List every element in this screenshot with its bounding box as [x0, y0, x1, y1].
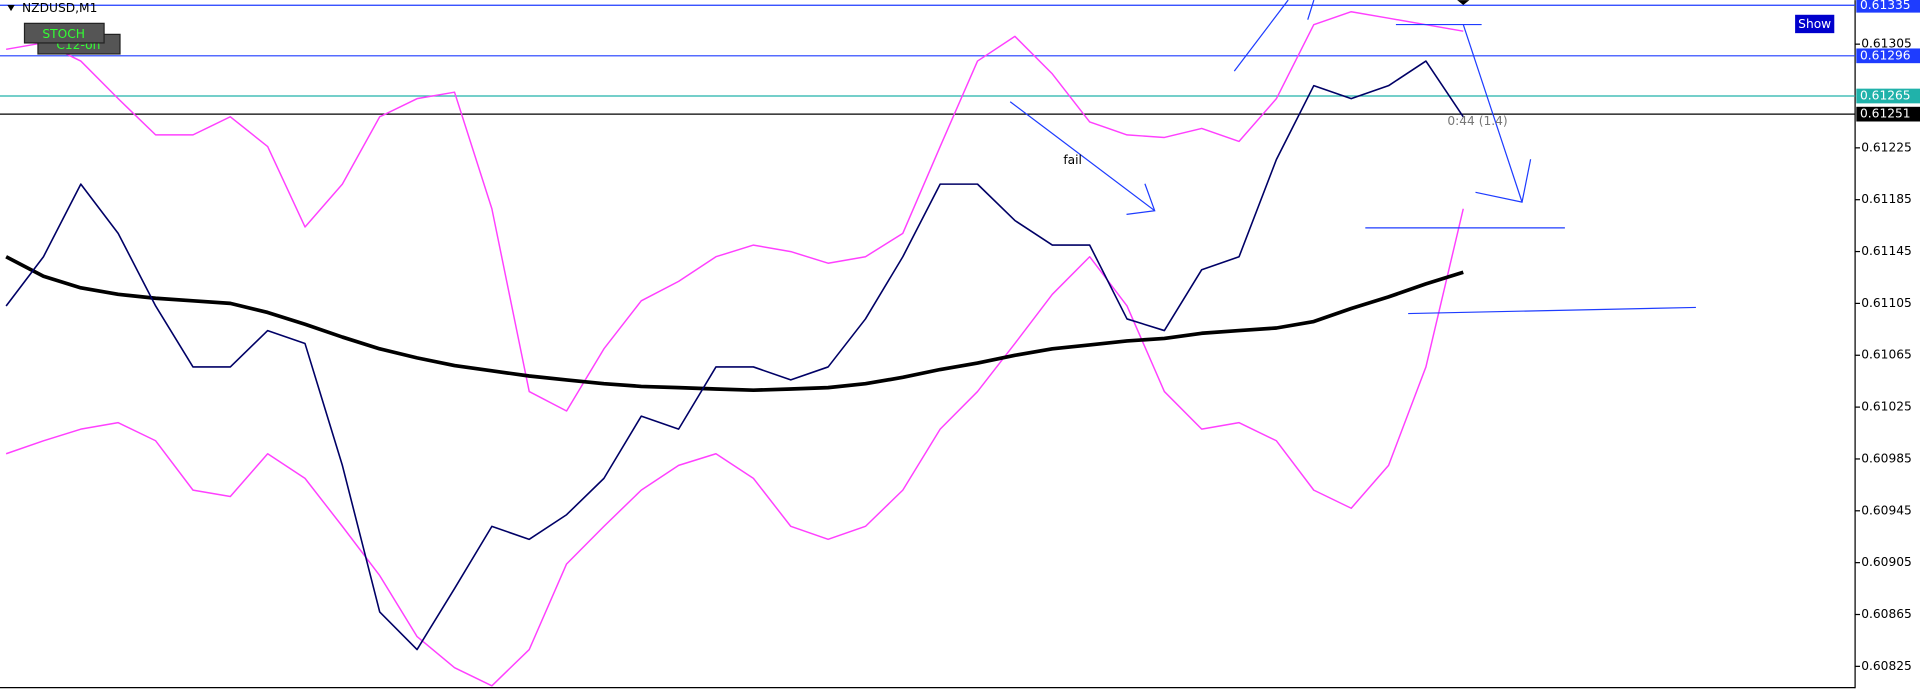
y-tick-label: 0.60825 — [1861, 659, 1912, 673]
y-tick-label: 0.61185 — [1861, 192, 1912, 206]
arrow-head — [1126, 183, 1156, 215]
drawn-lines — [1009, 0, 1696, 315]
level-label-bg — [1856, 88, 1920, 104]
y-tick-label: 0.60865 — [1861, 607, 1912, 621]
y-tick-label: 0.60985 — [1861, 451, 1912, 465]
annotation: 0:44 (1.4) — [1447, 114, 1507, 128]
y-tick-label: 0.61225 — [1861, 140, 1912, 154]
y-tick-label: 0.61305 — [1861, 37, 1912, 51]
trend-line — [1233, 0, 1289, 72]
level-label: 0.61265 — [1860, 89, 1911, 103]
level-label-bg — [1856, 48, 1920, 64]
symbol-title: NZDUSD,M1 — [22, 1, 97, 15]
series-line — [5, 255, 1464, 393]
y-tick-label: 0.61145 — [1861, 244, 1912, 258]
series-line — [5, 60, 1464, 651]
marker — [1457, 0, 1470, 5]
level-label: 0.61296 — [1860, 48, 1911, 62]
arrow — [1462, 24, 1523, 203]
level-label-bg — [1856, 106, 1920, 122]
y-tick-label: 0.61105 — [1861, 296, 1912, 310]
arrow-head — [1475, 159, 1532, 203]
y-tick-label: 0.60905 — [1861, 555, 1912, 569]
y-tick-label: 0.61065 — [1861, 348, 1912, 362]
annotation: fail — [1063, 153, 1082, 167]
level-label-bg — [1856, 0, 1920, 13]
y-tick-label: 0.61025 — [1861, 400, 1912, 414]
button-label[interactable]: STOCH — [42, 27, 85, 41]
series-layer — [0, 4, 1856, 687]
level-line — [1408, 306, 1696, 315]
series-line — [5, 208, 1464, 687]
menu-arrow — [7, 4, 15, 12]
arrow — [1009, 101, 1156, 212]
button[interactable] — [1795, 14, 1835, 34]
y-tick-label: 0.60945 — [1861, 503, 1912, 517]
level-label: 0.61335 — [1860, 0, 1911, 12]
trend-line — [1307, 0, 1315, 20]
button[interactable] — [23, 22, 105, 44]
button-label[interactable]: Show — [1798, 17, 1831, 31]
level-label: 0.61251 — [1860, 107, 1911, 121]
series-line — [5, 10, 1464, 412]
